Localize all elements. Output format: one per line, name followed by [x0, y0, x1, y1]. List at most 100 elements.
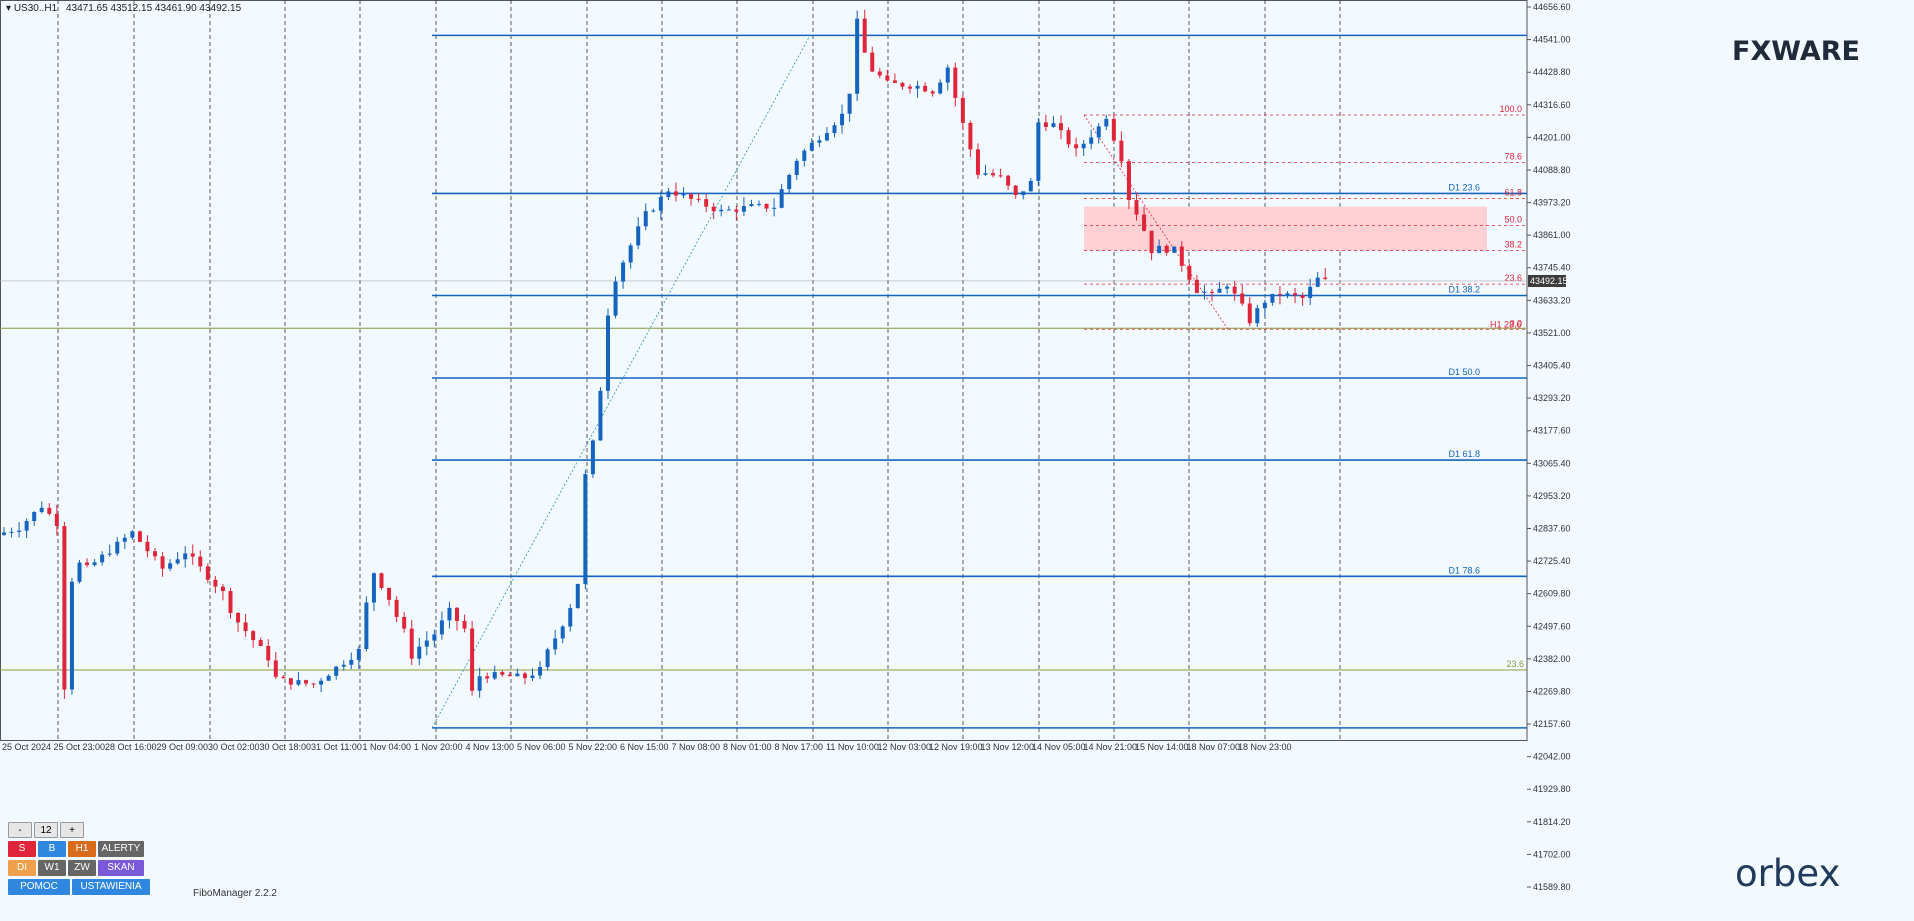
- price-label: 43405.40: [1533, 361, 1571, 371]
- size-value[interactable]: 12: [34, 822, 58, 838]
- h1-fib-label: 0.0: [1509, 318, 1522, 328]
- candle-body: [379, 573, 384, 588]
- candle-body: [598, 390, 603, 441]
- candle-body: [409, 628, 414, 659]
- d1-level-label: D1 23.6: [1448, 182, 1480, 192]
- price-label: 44656.60: [1533, 2, 1571, 12]
- candle-body: [1074, 144, 1079, 149]
- candle-body: [115, 541, 120, 554]
- decrease-button[interactable]: -: [8, 822, 32, 838]
- candle-body: [1149, 230, 1154, 254]
- time-label: 11 Nov 10:00: [826, 742, 879, 752]
- candle-body: [85, 562, 90, 566]
- candle-body: [855, 18, 860, 94]
- h1-fib-label: 23.6: [1504, 273, 1522, 283]
- pomoc-button[interactable]: POMOC: [8, 879, 70, 895]
- candle-body: [953, 67, 958, 98]
- candle-body: [1293, 293, 1298, 296]
- candle-body: [787, 174, 792, 190]
- current-price-label: 43492.15: [1530, 276, 1568, 286]
- ustawienia-button[interactable]: USTAWIENIA: [72, 879, 150, 895]
- candle-body: [288, 678, 293, 685]
- candle-body: [326, 675, 331, 681]
- candle-body: [1157, 245, 1162, 254]
- candle-body: [1081, 143, 1086, 149]
- time-label: 29 Oct 09:00: [157, 742, 209, 752]
- h1-fib-label: 78.6: [1504, 152, 1522, 162]
- time-label: 28 Oct 16:00: [105, 742, 157, 752]
- candle-body: [606, 315, 610, 391]
- price-label: 43745.40: [1533, 263, 1571, 273]
- price-label: 42157.60: [1533, 719, 1571, 729]
- price-label: 42269.80: [1533, 686, 1571, 696]
- candle-body: [500, 672, 505, 675]
- dropdown-icon[interactable]: ▾: [6, 3, 12, 14]
- candle-body: [62, 526, 67, 690]
- price-label: 41929.80: [1533, 784, 1571, 794]
- skan-button[interactable]: SKAN: [98, 860, 144, 876]
- candle-body: [726, 209, 731, 211]
- candle-body: [560, 626, 565, 639]
- candle-body: [908, 86, 912, 89]
- candle-body: [1323, 277, 1328, 279]
- candle-body: [515, 673, 520, 677]
- candle-body: [749, 204, 754, 207]
- time-label: 25 Oct 2024: [2, 742, 51, 752]
- candle-body: [794, 160, 799, 175]
- candle-body: [1187, 265, 1192, 280]
- candle-body: [470, 628, 475, 691]
- candle-body: [1013, 185, 1018, 196]
- candle-body: [575, 583, 580, 609]
- candle-body: [334, 666, 339, 676]
- price-label: 44316.60: [1533, 100, 1571, 110]
- w1-button[interactable]: W1: [38, 860, 66, 876]
- candle-body: [1308, 286, 1313, 298]
- s-button[interactable]: S: [8, 841, 36, 857]
- b-button[interactable]: B: [38, 841, 66, 857]
- alerty-button[interactable]: ALERTY: [98, 841, 144, 857]
- candle-body: [824, 133, 829, 141]
- candle-body: [968, 122, 973, 150]
- zw-button[interactable]: ZW: [68, 860, 96, 876]
- candle-body: [100, 554, 105, 563]
- candle-body: [1172, 246, 1177, 253]
- candle-body: [198, 556, 203, 567]
- candle-body: [77, 562, 82, 582]
- time-label: 30 Oct 02:00: [208, 742, 260, 752]
- candle-body: [1315, 277, 1320, 287]
- candle-body: [1142, 214, 1147, 231]
- symbol-bar: ▾ US30..H1 43471.65 43512.15 43461.90 43…: [6, 3, 241, 14]
- price-label: 44088.80: [1533, 165, 1571, 175]
- candle-body: [900, 82, 905, 87]
- h1-button[interactable]: H1: [68, 841, 96, 857]
- candle-body: [1210, 291, 1214, 293]
- h1-fib-label: 38.2: [1504, 240, 1522, 250]
- di-button[interactable]: DI: [8, 860, 36, 876]
- price-label: 42953.20: [1533, 491, 1571, 501]
- price-label: 43293.20: [1533, 393, 1571, 403]
- olive-level-label: 23.6: [1506, 659, 1524, 669]
- price-label: 42382.00: [1533, 654, 1571, 664]
- price-label: 43973.20: [1533, 198, 1571, 208]
- price-label: 43177.60: [1533, 426, 1571, 436]
- candle-body: [304, 680, 308, 684]
- candle-body: [243, 622, 248, 632]
- candle-body: [190, 553, 195, 557]
- time-label: 25 Oct 23:00: [54, 742, 106, 752]
- candle-body: [1194, 279, 1199, 293]
- candle-body: [538, 667, 543, 676]
- candle-body: [689, 194, 694, 199]
- candle-body: [741, 206, 746, 212]
- candle-body: [1202, 291, 1207, 293]
- candle-body: [1300, 295, 1305, 298]
- candle-body: [885, 75, 890, 81]
- candle-body: [764, 203, 769, 209]
- candle-body: [507, 674, 512, 677]
- time-label: 7 Nov 08:00: [672, 742, 721, 752]
- candle-body: [1051, 123, 1056, 127]
- candle-body: [915, 85, 920, 89]
- increase-button[interactable]: +: [60, 822, 84, 838]
- candle-body: [1217, 288, 1222, 293]
- candles: [2, 9, 1328, 699]
